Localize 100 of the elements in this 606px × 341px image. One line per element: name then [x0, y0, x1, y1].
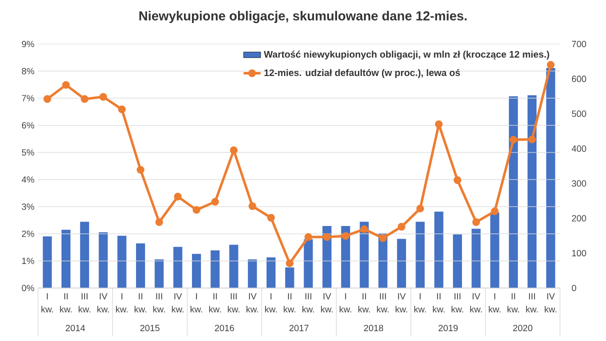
bar: [416, 222, 425, 288]
x-tick-label: IV kw.: [321, 293, 333, 312]
text: 2019: [438, 324, 458, 332]
point: [248, 202, 256, 210]
x-tick-label: III kw.: [526, 293, 538, 312]
point: [80, 95, 88, 103]
x-tick-label: II kw.: [284, 293, 296, 312]
bar: [61, 230, 70, 288]
x-tick-label: I kw.: [116, 293, 128, 312]
x-tick-label: I kw.: [340, 293, 352, 312]
x-tick-label: III kw.: [153, 293, 165, 312]
x-tick-label: II kw.: [60, 293, 72, 312]
point: [323, 233, 331, 241]
x-tick-label: III kw.: [377, 293, 389, 312]
y-tick-label: 7%: [22, 95, 34, 102]
bar: [304, 239, 313, 288]
point: [211, 198, 219, 206]
point: [398, 222, 406, 231]
bar: [546, 68, 556, 288]
x-tick-label: I kw.: [265, 293, 277, 312]
point: [267, 214, 275, 222]
y2-tick-label: 200: [572, 215, 586, 222]
bar: [266, 257, 276, 288]
y2-tick-label: 600: [572, 76, 586, 82]
bar: [322, 226, 332, 288]
x-tick-label: II kw.: [508, 293, 520, 312]
text: 2014: [66, 324, 85, 332]
x-tick-label: III kw.: [228, 293, 240, 312]
bar: [42, 236, 52, 288]
point: [136, 166, 144, 174]
text: 2016: [214, 324, 234, 332]
point: [379, 234, 387, 242]
point: [528, 136, 536, 144]
x-tick-label: IV kw.: [246, 293, 258, 312]
x-tick-label: II kw.: [209, 293, 221, 312]
x-tick-label: IV kw.: [396, 293, 408, 312]
x-tick-label: I kw.: [414, 293, 426, 312]
y-tick-label: 6%: [22, 122, 34, 129]
bar: [173, 246, 182, 288]
y-tick-label: 5%: [22, 149, 34, 156]
x-tick-label: IV kw.: [97, 293, 109, 312]
y2-tick-label: 0: [572, 284, 576, 292]
bar: [508, 96, 518, 288]
bar: [248, 259, 257, 288]
bar: [210, 250, 220, 288]
point: [510, 136, 518, 144]
x-tick-label: II kw.: [432, 293, 444, 312]
point: [155, 218, 164, 226]
y-tick-label: 9%: [22, 40, 34, 48]
x-tick-label: II kw.: [358, 293, 370, 312]
point: [546, 61, 555, 69]
point: [472, 218, 480, 226]
bar: [80, 222, 90, 288]
point: [174, 192, 182, 200]
bar: [472, 228, 481, 288]
point: [490, 207, 499, 216]
bar: [154, 259, 164, 288]
y-tick-label: 8%: [22, 68, 34, 74]
y-tick-label: 3%: [22, 203, 34, 210]
bar: [490, 212, 500, 288]
bar: [434, 212, 444, 288]
point: [434, 120, 443, 128]
bar: [341, 226, 350, 288]
point: [342, 232, 350, 240]
x-tick-label: III kw.: [78, 293, 90, 312]
legend-label: Wartość niewykupionych obligacji, w mln zł (kroczące 12 mies.): [264, 50, 550, 60]
y2-tick-label: 400: [572, 145, 586, 152]
x-tick-label: III kw.: [452, 293, 464, 312]
point: [99, 93, 108, 101]
bar: [397, 238, 406, 288]
bar: [136, 243, 146, 288]
x-tick-label: IV kw.: [544, 293, 556, 312]
y-tick-label: 0%: [22, 284, 34, 292]
text: 2015: [140, 324, 160, 332]
bar: [360, 222, 369, 288]
y-tick-label: 1%: [22, 258, 34, 264]
x-tick-label: I kw.: [190, 293, 202, 312]
bar: [98, 232, 108, 288]
y2-tick-label: 300: [572, 180, 586, 187]
point: [230, 146, 238, 154]
bar: [452, 234, 462, 288]
point: [304, 233, 312, 241]
bar: [528, 95, 537, 288]
point: [454, 176, 462, 184]
y-tick-label: 2%: [22, 230, 34, 237]
x-tick-label: II kw.: [134, 293, 146, 312]
y2-tick-label: 500: [572, 110, 586, 117]
x-tick-label: I kw.: [41, 293, 53, 312]
x-tick-label: III kw.: [302, 293, 314, 312]
chart-title: Niewykupione obligacje, skumulowane dane 12-mies.: [139, 10, 467, 24]
bar: [192, 254, 201, 288]
text: 2018: [364, 324, 384, 332]
point: [360, 225, 368, 234]
point: [43, 95, 52, 103]
x-tick-label: IV kw.: [172, 293, 184, 312]
point: [62, 81, 70, 89]
x-tick-label: I kw.: [488, 293, 500, 312]
bar: [229, 244, 238, 288]
point: [192, 206, 200, 214]
bar: [285, 267, 294, 288]
